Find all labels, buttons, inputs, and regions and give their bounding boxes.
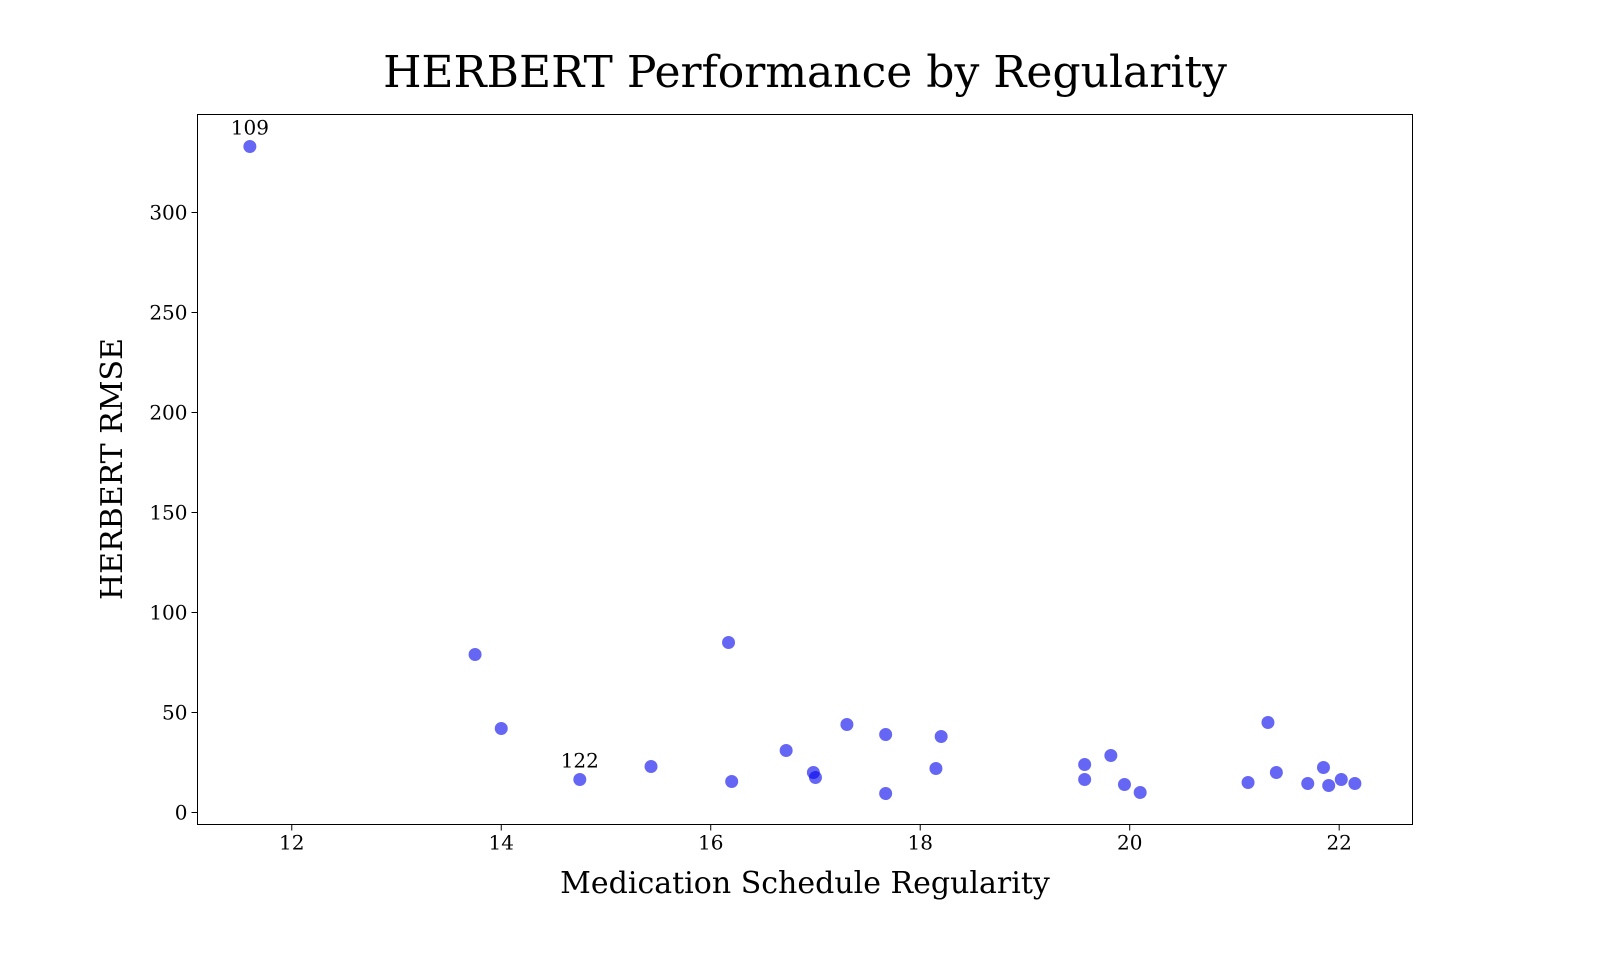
data-point [1334,773,1348,786]
data-point [1261,716,1275,729]
y-tick-label: 0 [175,801,188,825]
plot-frame [197,114,1413,825]
data-points [243,140,1362,800]
x-axis-label: Medication Schedule Regularity [560,866,1050,901]
data-point [779,744,793,757]
data-point [494,722,508,735]
x-tick-label: 18 [907,831,932,855]
x-tick-label: 12 [279,831,304,855]
y-tick-label: 50 [162,701,187,725]
data-point [1133,786,1147,799]
y-tick-label: 150 [149,501,187,525]
point-annotation: 109 [231,116,269,140]
data-point [1241,776,1255,789]
x-tick-label: 22 [1326,831,1351,855]
data-point [1117,778,1131,791]
data-point [934,730,948,743]
data-point [1269,766,1283,779]
data-point [808,771,822,784]
data-point [243,140,257,153]
data-point [1348,777,1362,790]
data-point [929,762,943,775]
y-axis: 0 50 100 150 200 250 300 [149,201,198,825]
data-point [1322,779,1336,792]
data-point [725,775,739,788]
data-point [722,636,736,649]
data-point [1301,777,1315,790]
data-point [879,728,893,741]
data-point [879,787,893,800]
y-tick-label: 200 [149,401,187,425]
y-tick-label: 100 [149,601,187,625]
x-axis: 12 14 16 18 20 22 [279,824,1352,855]
data-point [1078,773,1092,786]
x-tick-label: 16 [698,831,723,855]
point-annotations: 109 122 [231,116,599,773]
x-tick-label: 14 [489,831,514,855]
data-point [1104,749,1118,762]
data-point [644,760,658,773]
point-annotation: 122 [561,749,599,773]
data-point [468,648,482,661]
chart-title: HERBERT Performance by Regularity [383,47,1227,98]
data-point [1078,758,1092,771]
data-point [840,718,854,731]
data-point [1316,761,1330,774]
x-tick-label: 20 [1117,831,1142,855]
y-tick-label: 300 [149,201,187,225]
data-point [573,773,587,786]
y-tick-label: 250 [149,301,187,325]
y-axis-label: HERBERT RMSE [95,338,130,600]
